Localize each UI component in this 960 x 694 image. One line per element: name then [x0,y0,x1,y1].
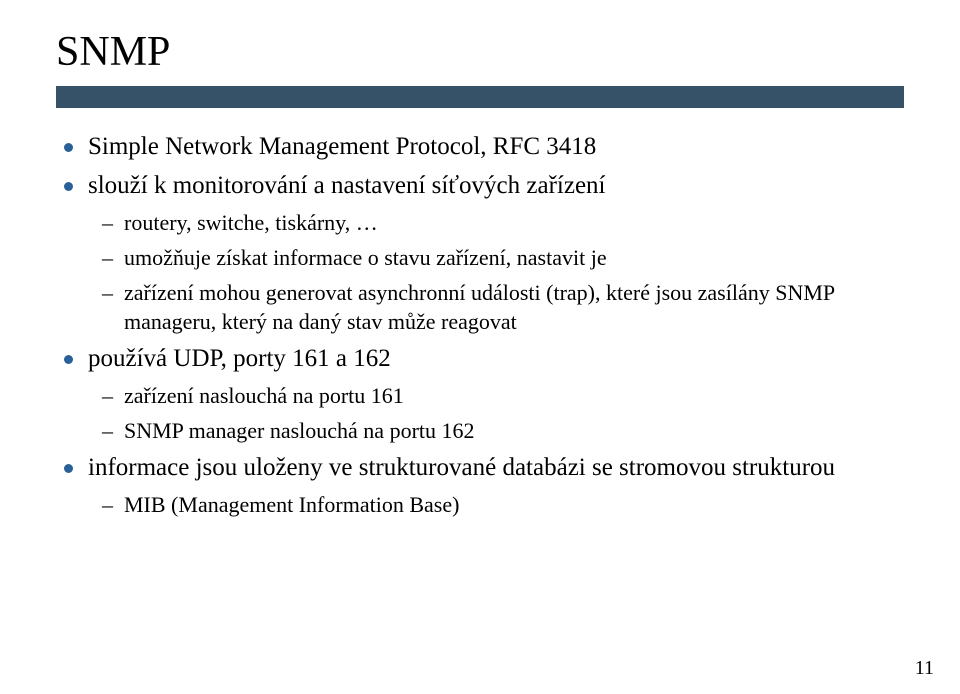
bullet-item: používá UDP, porty 161 a 162 [56,342,904,375]
page-number: 11 [915,657,934,680]
title-bar [56,86,904,108]
sub-bullet-item: zařízení mohou generovat asynchronní udá… [56,278,904,336]
slide-content: Simple Network Management Protocol, RFC … [56,130,904,519]
sub-bullet-item: zařízení naslouchá na portu 161 [56,381,904,410]
bullet-item: informace jsou uloženy ve strukturované … [56,451,904,484]
slide-title: SNMP [56,28,904,76]
sub-bullet-item: MIB (Management Information Base) [56,490,904,519]
slide: SNMP Simple Network Management Protocol,… [0,0,960,694]
sub-bullet-item: umožňuje získat informace o stavu zaříze… [56,243,904,272]
bullet-item: Simple Network Management Protocol, RFC … [56,130,904,163]
bullet-item: slouží k monitorování a nastavení síťový… [56,169,904,202]
sub-bullet-item: SNMP manager naslouchá na portu 162 [56,416,904,445]
sub-bullet-item: routery, switche, tiskárny, … [56,208,904,237]
